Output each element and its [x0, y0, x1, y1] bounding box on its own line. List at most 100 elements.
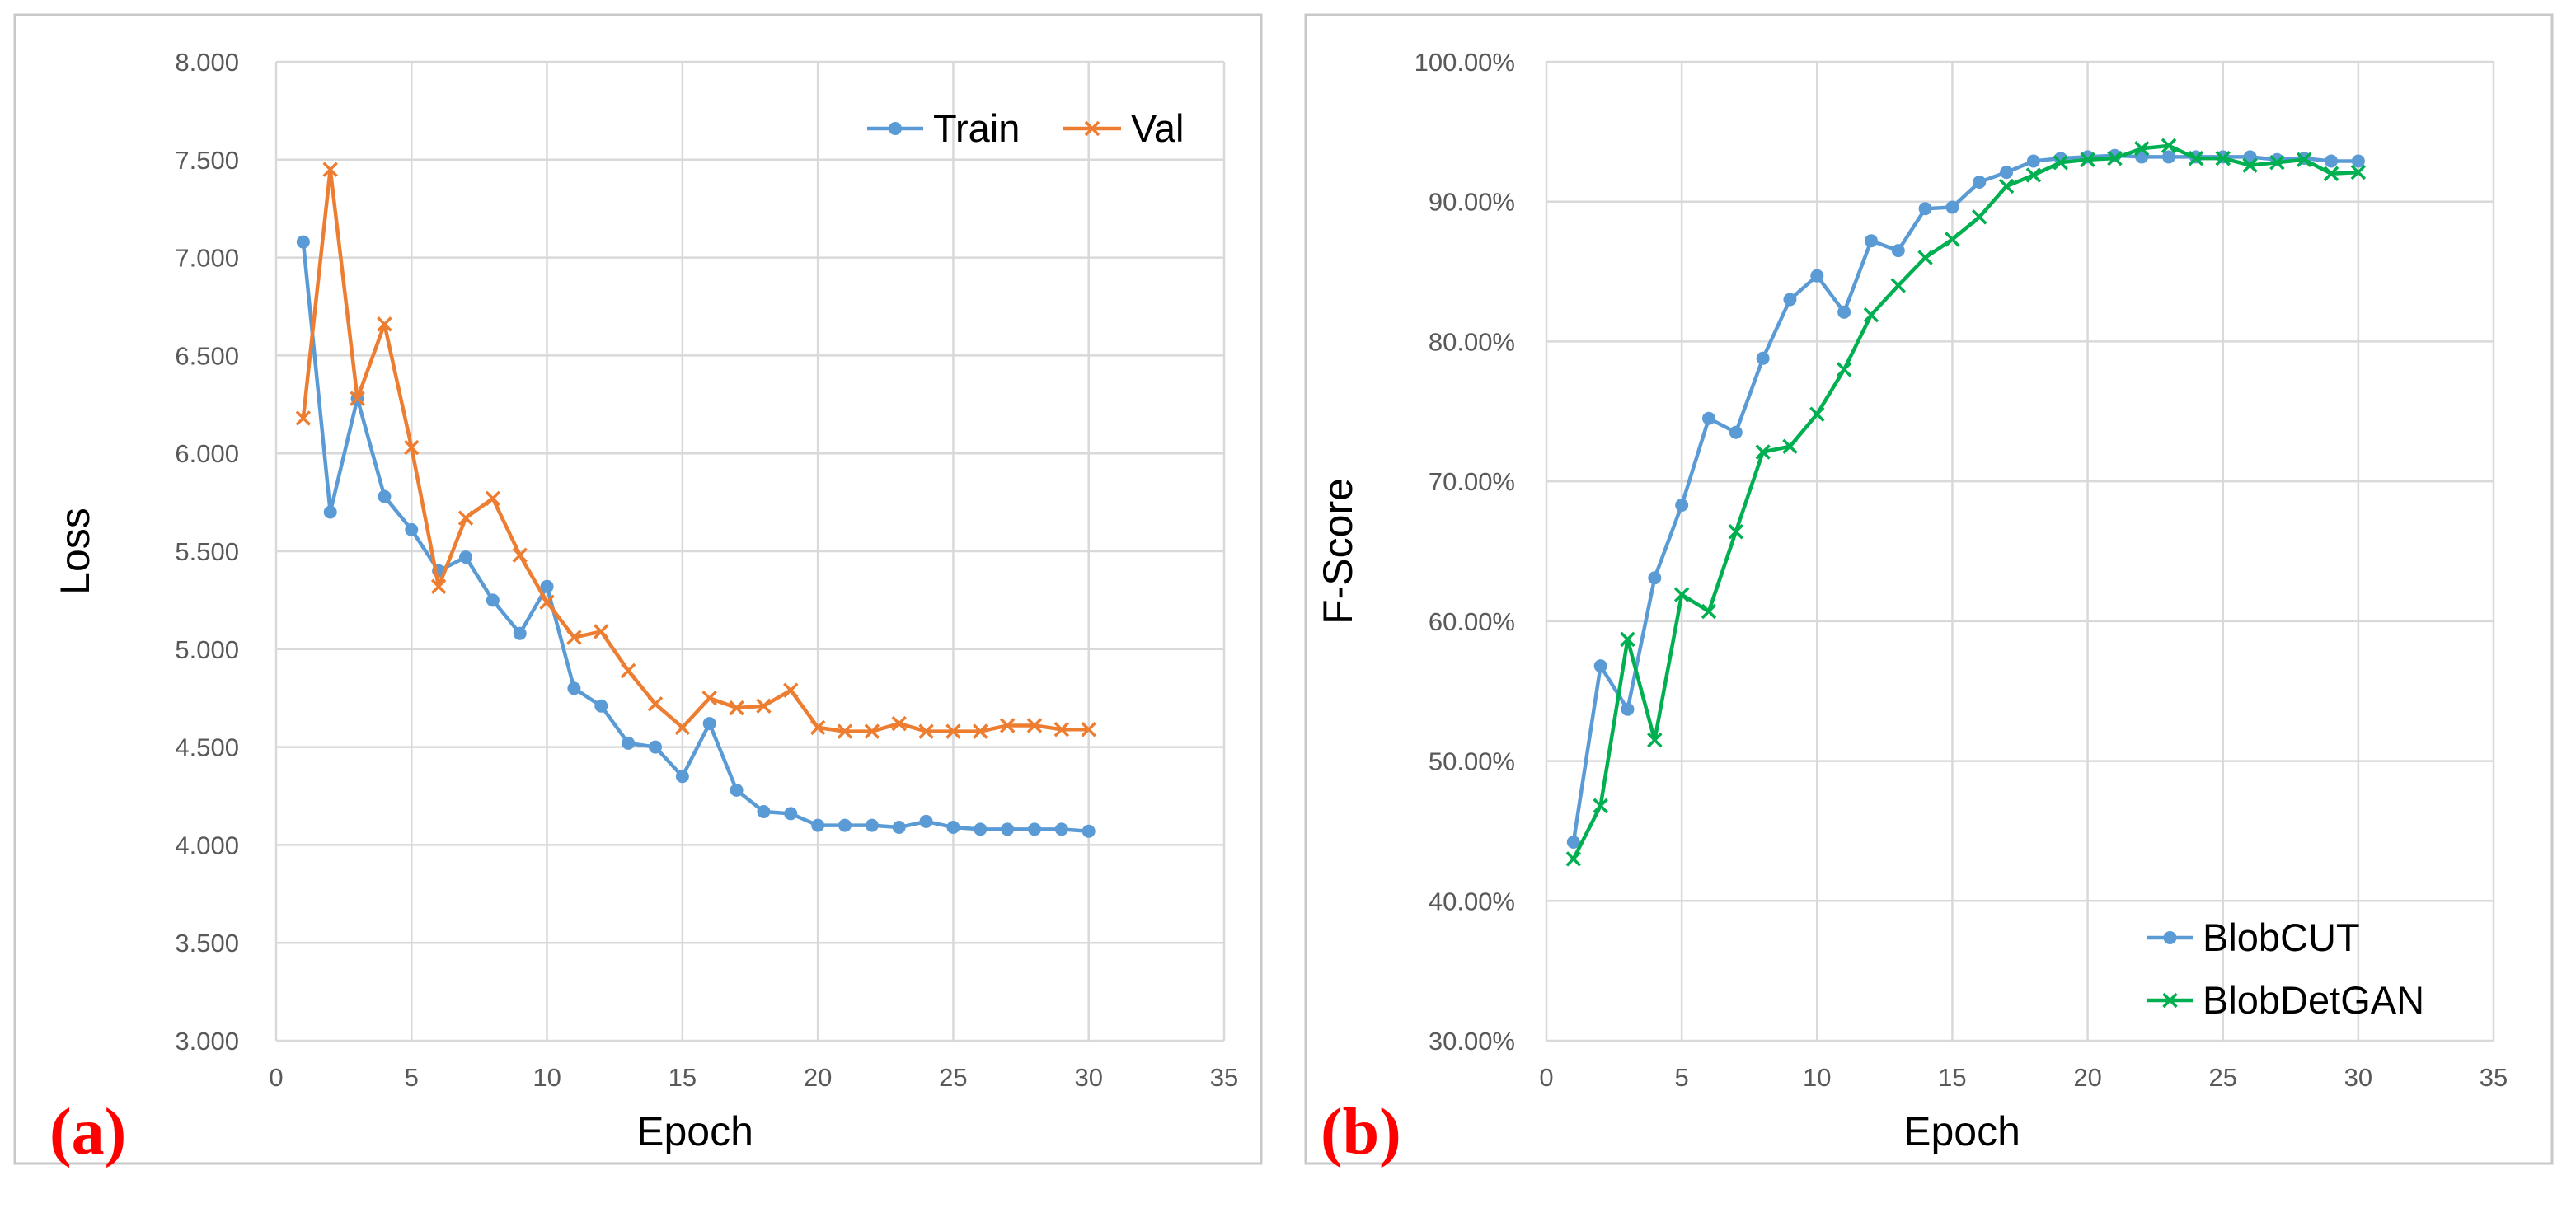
- chart-a: 3.000 3.500 4.000 4.500 5.000 5.500 6.000 6.500…: [13, 13, 1263, 1168]
- data-point-blobcut: [1729, 425, 1743, 439]
- data-point-val: [945, 723, 961, 739]
- data-point-blobcut: [1701, 411, 1715, 425]
- data-point-blobdetgan: [2269, 154, 2285, 171]
- data-point-blobcut: [1621, 702, 1635, 716]
- legend-label: Train: [933, 106, 1020, 150]
- data-point-val: [512, 547, 528, 563]
- data-point-blobdetgan: [1836, 362, 1852, 377]
- data-point-val: [647, 696, 664, 712]
- data-point-blobdetgan: [2242, 157, 2258, 173]
- x-tick-label: 5: [405, 1063, 419, 1092]
- data-point-blobcut: [1837, 305, 1851, 319]
- data-point-blobdetgan: [1701, 603, 1717, 620]
- x-tick-label: 10: [533, 1063, 561, 1092]
- data-point-blobcut: [2162, 150, 2176, 164]
- data-point-blobcut: [1864, 234, 1878, 248]
- data-point-val: [322, 162, 338, 177]
- chart-b: 30.00% 40.00% 50.00% 60.00% 70.00% 80.00% 90.0…: [1304, 13, 2554, 1168]
- data-point-blobcut: [1973, 175, 1987, 189]
- data-point-train: [811, 818, 825, 832]
- data-point-val: [350, 391, 365, 406]
- data-point-train: [730, 783, 744, 797]
- y-tick-label: 60.00%: [1429, 607, 1515, 636]
- data-point-blobdetgan: [2188, 150, 2204, 166]
- y-tick-label: 4.500: [175, 733, 239, 762]
- data-point-blobdetgan: [1565, 851, 1582, 867]
- panel-tag: (b): [1321, 1096, 1401, 1168]
- legend-label: Val: [1131, 106, 1184, 150]
- data-point-train: [1001, 822, 1015, 836]
- data-point-train: [486, 593, 500, 607]
- data-point-val: [295, 410, 312, 426]
- y-tick-label: 8.000: [175, 48, 239, 77]
- data-point-blobcut: [2026, 154, 2040, 168]
- data-point-blobdetgan: [1755, 444, 1771, 460]
- data-point-blobcut: [1593, 659, 1607, 673]
- data-point-blobdetgan: [2053, 154, 2068, 171]
- data-point-val: [864, 723, 880, 739]
- data-point-blobdetgan: [2323, 166, 2339, 182]
- data-point-train: [1054, 822, 1068, 836]
- data-point-train: [405, 522, 419, 536]
- data-point-blobcut: [2000, 166, 2014, 180]
- data-point-val: [701, 690, 717, 706]
- data-point-blobdetgan: [1890, 278, 1907, 293]
- data-point-blobcut: [1918, 202, 1932, 216]
- data-point-train: [513, 626, 527, 640]
- data-point-train: [757, 805, 771, 819]
- data-point-blobcut: [1675, 498, 1689, 512]
- data-point-val: [729, 700, 744, 716]
- data-point-val: [999, 718, 1016, 733]
- data-point-blobcut: [1648, 571, 1662, 585]
- y-tick-label: 5.500: [175, 537, 239, 566]
- data-point-train: [974, 822, 988, 836]
- data-point-val: [377, 316, 392, 332]
- y-tick-label: 6.500: [175, 341, 239, 370]
- data-point-blobdetgan: [2215, 150, 2231, 166]
- data-point-blobcut: [1783, 293, 1797, 307]
- legend-label: BlobCUT: [2203, 915, 2360, 959]
- data-point-train: [919, 814, 933, 828]
- data-point-train: [323, 505, 337, 519]
- y-tick-label: 40.00%: [1429, 887, 1515, 915]
- data-point-val: [485, 490, 501, 507]
- series-line-val: [301, 167, 1089, 733]
- data-point-blobdetgan: [1620, 631, 1635, 648]
- data-point-val: [891, 715, 907, 732]
- data-point-train: [784, 807, 798, 821]
- data-point-val: [973, 723, 988, 739]
- data-point-train: [378, 489, 392, 503]
- data-point-blobcut: [1891, 244, 1905, 258]
- data-point-train: [702, 717, 716, 731]
- data-point-val: [1081, 721, 1096, 737]
- y-tick-label: 3.500: [175, 929, 239, 958]
- y-axis-title: F-Score: [1315, 478, 1361, 625]
- data-point-val: [620, 663, 636, 679]
- x-tick-label: 0: [1539, 1063, 1553, 1092]
- data-point-train: [594, 699, 608, 713]
- data-point-train: [459, 550, 472, 564]
- x-tick-label: 15: [1938, 1063, 1966, 1092]
- y-tick-label: 30.00%: [1429, 1027, 1515, 1056]
- y-tick-label: 4.000: [175, 831, 239, 859]
- data-point-blobcut: [2325, 154, 2339, 168]
- y-tick-label: 90.00%: [1429, 188, 1515, 217]
- data-point-blobcut: [1810, 269, 1824, 283]
- chart-frame: [13, 13, 1263, 1165]
- data-point-blobdetgan: [2161, 138, 2177, 154]
- data-point-blobdetgan: [1945, 232, 1960, 247]
- panel-tag: (a): [49, 1096, 126, 1168]
- x-tick-label: 15: [669, 1063, 697, 1092]
- x-tick-label: 10: [1803, 1063, 1831, 1092]
- data-point-blobdetgan: [2080, 152, 2095, 168]
- data-point-blobcut: [1945, 200, 1959, 214]
- y-tick-label: 5.000: [175, 635, 239, 664]
- data-point-blobcut: [2351, 154, 2365, 168]
- data-point-train: [649, 740, 662, 754]
- x-tick-label: 35: [1210, 1063, 1238, 1092]
- y-tick-label: 70.00%: [1429, 467, 1515, 496]
- x-tick-label: 25: [939, 1063, 967, 1092]
- data-point-val: [674, 719, 691, 736]
- data-point-train: [296, 235, 310, 249]
